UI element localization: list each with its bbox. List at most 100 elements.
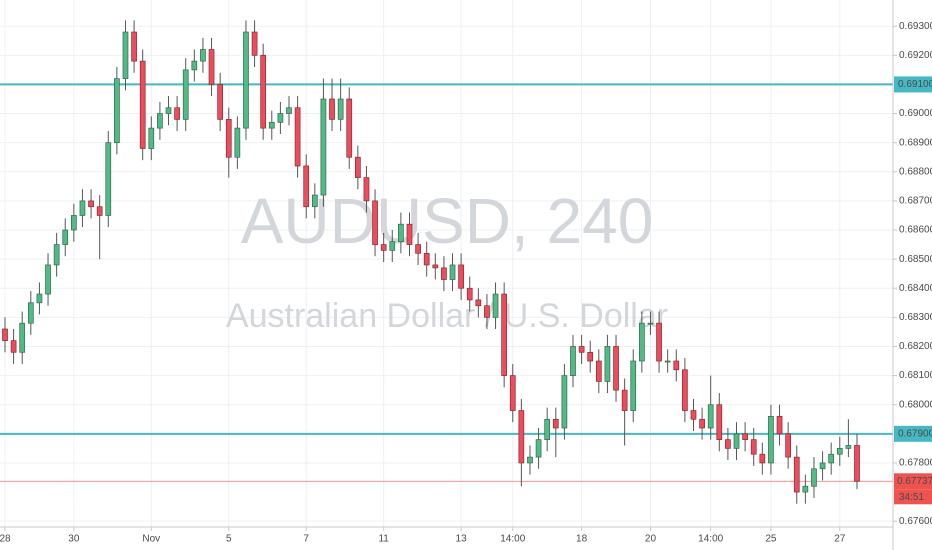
line-label: 0.69100 [898, 79, 932, 90]
candle-body [819, 462, 826, 470]
y-tick-label: 0.67800 [899, 458, 932, 469]
x-tick-label: 7 [303, 534, 309, 545]
candle-body [845, 445, 852, 449]
candle-body [535, 439, 542, 458]
candle-body [234, 127, 241, 158]
y-tick-label: 0.69300 [899, 21, 932, 32]
x-tick-label: 30 [68, 534, 80, 545]
candle-body [484, 305, 490, 318]
candle-body [243, 31, 249, 129]
x-tick-label: 13 [456, 534, 468, 545]
candle-body [36, 293, 43, 304]
y-tick-label: 0.67600 [899, 516, 932, 527]
candle-body [613, 346, 619, 391]
y-tick-label: 0.68500 [899, 254, 932, 265]
candle-body [406, 223, 413, 245]
candle-body [157, 113, 163, 129]
candle-body [828, 453, 835, 464]
candle-body [96, 206, 103, 216]
candle-body [105, 142, 112, 216]
candle-body [587, 351, 594, 362]
y-tick-label: 0.69200 [899, 50, 932, 61]
candle-body [561, 375, 568, 429]
x-tick-label: 28 [0, 534, 11, 545]
candle-body [182, 69, 189, 120]
candle-body [165, 107, 172, 114]
candle-body [53, 244, 60, 266]
candle-body [647, 322, 654, 325]
y-tick-label: 0.68900 [899, 137, 932, 148]
x-tick-label: 5 [226, 534, 232, 545]
x-tick-label: 14:00 [500, 534, 525, 545]
candle-body [337, 98, 344, 120]
candle-body [466, 287, 473, 301]
candle-body [2, 328, 8, 342]
candle-body [656, 322, 662, 362]
x-tick-label: 14:00 [698, 534, 723, 545]
candle-body [570, 346, 576, 376]
candle-body [458, 264, 464, 289]
candle-body [380, 244, 387, 251]
candle-body [354, 156, 361, 178]
candle-body [114, 78, 120, 144]
candle-body [148, 127, 155, 149]
candle-body [208, 49, 215, 85]
candle-body [492, 293, 499, 318]
line-label-box [894, 76, 932, 93]
y-tick-label: 0.68000 [899, 399, 932, 410]
y-tick-label: 0.68100 [899, 370, 932, 381]
candle-body [88, 200, 94, 208]
candle-body [191, 60, 198, 71]
price-label-box [894, 473, 932, 490]
candle-body [509, 375, 516, 411]
candle-body [432, 264, 439, 269]
y-tick-label: 0.68400 [899, 283, 932, 294]
candle-body [19, 322, 26, 353]
x-tick-label: 11 [378, 534, 389, 545]
candle-body [303, 165, 310, 208]
candle-body [552, 418, 559, 429]
candle-body [27, 302, 34, 324]
candle-body [716, 404, 723, 441]
candle-body [673, 360, 680, 371]
candle-body [527, 456, 533, 464]
y-tick-label: 0.68200 [899, 341, 932, 352]
candle-body [389, 241, 396, 251]
candle-body [277, 113, 284, 123]
candle-body [725, 439, 731, 449]
candle-body [664, 360, 671, 363]
candle-body [690, 410, 697, 420]
y-tick-label: 0.69000 [899, 108, 932, 119]
candle-body [200, 49, 206, 62]
line-label: 0.67900 [898, 428, 932, 439]
candle-body [707, 404, 714, 429]
candle-body [363, 177, 370, 202]
watermark: AUDUSD, 240 [241, 185, 654, 257]
candle-body [836, 448, 843, 455]
watermark-subtitle: Australian Dollar / U.S. Dollar [226, 297, 668, 335]
candle-body [45, 264, 51, 295]
candle-body [320, 98, 327, 196]
candle-body [759, 453, 766, 464]
candle-body [294, 107, 301, 167]
x-tick-label: 27 [834, 534, 846, 545]
candle-body [630, 360, 637, 411]
candle-body [733, 433, 740, 449]
x-tick-label: Nov [142, 534, 160, 545]
candle-body [595, 360, 602, 382]
price-label: 0.67737 [897, 476, 932, 487]
candle-body [578, 346, 585, 353]
candle-body [501, 293, 508, 376]
candle-body [286, 107, 292, 114]
candle-body [260, 54, 267, 129]
candle-body [621, 389, 628, 411]
x-tick-label: 20 [645, 534, 657, 545]
candle-body [750, 439, 757, 455]
candle-body [776, 416, 783, 435]
candle-body [217, 84, 224, 120]
candle-body [441, 267, 447, 280]
y-tick-label: 0.68300 [899, 312, 932, 323]
candle-body [372, 200, 378, 245]
candle-body [699, 418, 705, 429]
